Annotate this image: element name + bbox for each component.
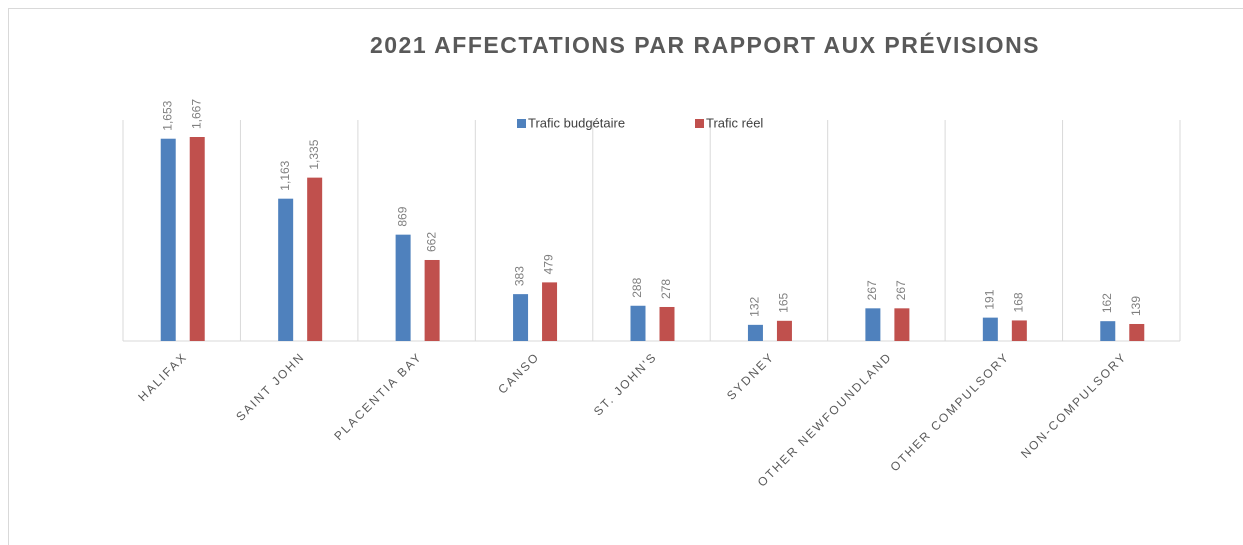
legend-swatch xyxy=(517,119,526,128)
x-tick-label: OTHER NEWFOUNDLAND xyxy=(755,349,895,489)
legend-label: Trafic réel xyxy=(706,115,763,130)
data-label: 168 xyxy=(1012,292,1026,312)
bar xyxy=(395,234,411,341)
bar xyxy=(542,282,558,341)
legend-swatch xyxy=(695,119,704,128)
bar xyxy=(747,324,763,341)
data-label: 662 xyxy=(424,232,438,252)
data-label: 267 xyxy=(894,280,908,300)
data-label: 165 xyxy=(777,292,791,312)
data-label: 191 xyxy=(983,289,997,309)
data-label: 1,163 xyxy=(278,160,292,190)
data-label: 267 xyxy=(865,280,879,300)
x-tick-label: ST. JOHN'S xyxy=(591,349,660,418)
data-label: 479 xyxy=(542,254,556,274)
bar xyxy=(865,308,881,341)
x-tick-label: OTHER COMPULSORY xyxy=(887,349,1012,474)
data-label: 139 xyxy=(1129,296,1143,316)
data-label: 1,653 xyxy=(160,100,174,130)
bar xyxy=(894,308,910,341)
bar xyxy=(278,198,294,341)
data-label: 162 xyxy=(1100,293,1114,313)
bar xyxy=(776,320,792,341)
bar xyxy=(1011,320,1027,341)
bar xyxy=(1100,321,1116,341)
x-tick-label: HALIFAX xyxy=(135,349,190,404)
bar xyxy=(982,317,998,341)
data-label: 288 xyxy=(630,277,644,297)
x-tick-label: PLACENTIA BAY xyxy=(331,349,425,443)
legend-label: Trafic budgétaire xyxy=(528,115,625,130)
data-label: 383 xyxy=(513,266,527,286)
bar xyxy=(1129,323,1145,341)
chart-title: 2021 AFFECTATIONS PAR RAPPORT AUX PRÉVIS… xyxy=(370,31,1040,58)
x-tick-label: NON-COMPULSORY xyxy=(1018,349,1130,461)
data-label: 1,667 xyxy=(189,99,203,129)
data-label: 132 xyxy=(748,296,762,316)
chart-border xyxy=(8,8,1243,545)
x-tick-label: SYDNEY xyxy=(724,349,777,402)
bar xyxy=(513,294,529,341)
data-label: 1,335 xyxy=(307,139,321,169)
data-label: 278 xyxy=(659,279,673,299)
bar xyxy=(630,305,646,341)
bar xyxy=(189,137,205,341)
data-label: 869 xyxy=(395,206,409,226)
x-tick-label: SAINT JOHN xyxy=(233,349,307,423)
x-tick-label: CANSO xyxy=(495,349,542,396)
bar xyxy=(659,306,675,341)
bar xyxy=(424,259,440,341)
bar xyxy=(307,177,323,341)
bar xyxy=(160,138,176,341)
